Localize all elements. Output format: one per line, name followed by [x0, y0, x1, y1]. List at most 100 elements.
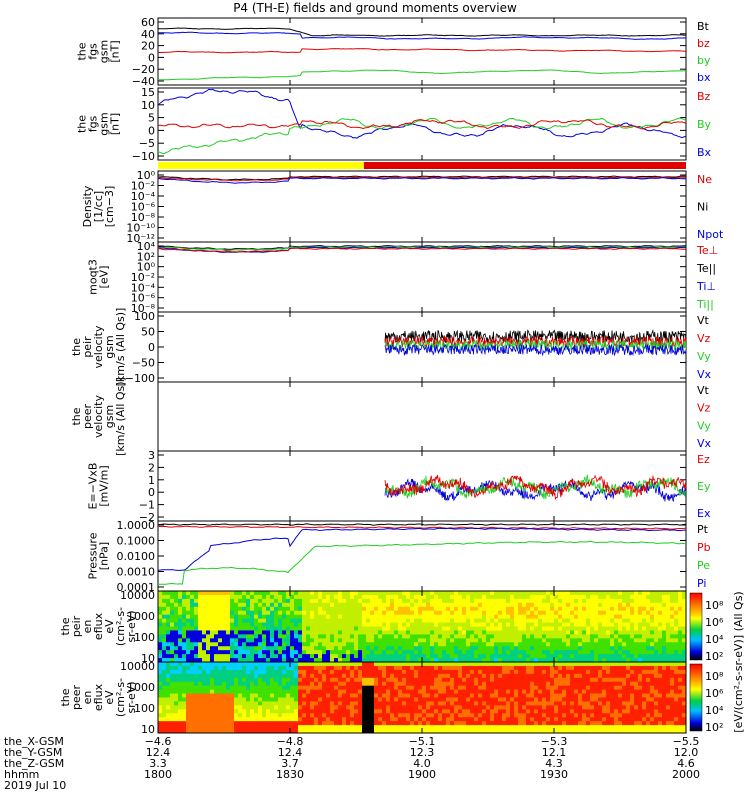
- spectrogram-cell: [518, 693, 523, 699]
- spectrogram-cell: [630, 602, 635, 608]
- spectrogram-cell: [550, 650, 555, 655]
- spectrogram-cell: [290, 598, 295, 604]
- spectrogram-cell: [174, 614, 179, 620]
- spectrogram-cell: [210, 662, 215, 667]
- spectrogram-cell: [226, 689, 231, 695]
- spectrogram-cell: [474, 622, 479, 628]
- spectrogram-cell: [326, 626, 331, 632]
- y-tick-label: 40: [141, 28, 155, 41]
- spectrogram-cell: [394, 713, 399, 718]
- spectrogram-cell: [558, 622, 563, 628]
- spectrogram-cell: [282, 598, 287, 604]
- spectrogram-cell: [450, 709, 455, 714]
- spectrogram-cell: [598, 614, 603, 620]
- spectrogram-cell: [190, 673, 195, 679]
- series-line: [158, 525, 686, 530]
- spectrogram-cell: [350, 673, 355, 679]
- spectrogram-cell: [554, 713, 559, 718]
- spectrogram-cell: [218, 598, 223, 604]
- spectrogram-cell: [198, 642, 203, 647]
- spectrogram-cell: [330, 681, 335, 687]
- spectrogram-cell: [666, 713, 671, 718]
- spectrogram-cell: [302, 626, 307, 632]
- spectrogram-cell: [650, 673, 655, 679]
- spectrogram-cell: [598, 725, 603, 730]
- spectrogram-cell: [246, 673, 251, 679]
- spectrogram-cell: [446, 685, 451, 691]
- spectrogram-cell: [290, 630, 295, 635]
- spectrogram-cell: [314, 717, 319, 722]
- spectrogram-cell: [642, 709, 647, 714]
- spectrogram-cell: [446, 662, 451, 667]
- spectrogram-cell: [630, 697, 635, 703]
- spectrogram-cell: [418, 638, 423, 643]
- spectrogram-cell: [338, 626, 343, 632]
- spectrogram-cell: [550, 598, 555, 604]
- spectrogram-cell: [226, 681, 231, 687]
- spectrogram-cell: [186, 685, 191, 691]
- spectrogram-cell: [430, 681, 435, 687]
- spectrogram-cell: [602, 709, 607, 714]
- spectrogram-cell: [346, 677, 351, 683]
- spectrogram-cell: [422, 693, 427, 699]
- spectrogram-cell: [654, 685, 659, 691]
- spectrogram-cell: [250, 701, 255, 706]
- spectrogram-cell: [270, 591, 275, 596]
- spectrogram-cell: [366, 677, 371, 683]
- spectrogram-cell: [262, 693, 267, 699]
- spectrogram-cell: [650, 662, 655, 667]
- spectrogram-cell: [478, 614, 483, 620]
- spectrogram-cell: [426, 693, 431, 699]
- spectrogram-cell: [162, 606, 167, 612]
- spectrogram-cell: [574, 717, 579, 722]
- spectrogram-cell: [266, 638, 271, 643]
- spectrogram-cell: [282, 689, 287, 695]
- spectrogram-cell: [358, 721, 363, 726]
- spectrogram-cell: [190, 677, 195, 683]
- spectrogram-cell: [442, 685, 447, 691]
- spectrogram-cell: [486, 634, 491, 639]
- spectrogram-cell: [622, 591, 627, 596]
- spectrogram-cell: [294, 681, 299, 687]
- spectrogram-cell: [326, 673, 331, 679]
- spectrogram-cell: [310, 654, 315, 659]
- spectrogram-cell: [170, 693, 175, 699]
- spectrogram-cell: [586, 630, 591, 635]
- spectrogram-cell: [274, 673, 279, 679]
- spectrogram-cell: [406, 654, 411, 659]
- spectrogram-cell: [302, 658, 307, 662]
- spectrogram-cell: [450, 669, 455, 675]
- spectrogram-cell: [566, 717, 571, 722]
- spectrogram-cell: [426, 685, 431, 691]
- spectrogram-cell: [602, 598, 607, 604]
- spectrogram-cell: [162, 646, 167, 651]
- spectrogram-cell: [626, 646, 631, 651]
- spectrogram-cell: [174, 658, 179, 662]
- spectrogram-cell: [590, 634, 595, 639]
- spectrogram-cell: [354, 650, 359, 655]
- spectrogram-cell: [170, 646, 175, 651]
- spectrogram-cell: [250, 630, 255, 635]
- spectrogram-cell: [434, 713, 439, 718]
- spectrogram-cell: [190, 638, 195, 643]
- spectrogram-cell: [166, 610, 171, 616]
- spectrogram-cell: [418, 665, 423, 671]
- spectrogram-cell: [178, 654, 183, 659]
- spectrogram-cell: [570, 717, 575, 722]
- spectrogram-cell: [166, 705, 171, 710]
- spectrogram-cell: [370, 602, 375, 608]
- spectrogram-cell: [322, 638, 327, 643]
- spectrogram-cell: [306, 610, 311, 616]
- spectrogram-cell: [478, 673, 483, 679]
- spectrogram-cell: [622, 713, 627, 718]
- spectrogram-cell: [362, 685, 367, 691]
- panel-data: [158, 88, 686, 155]
- spectrogram-cell: [318, 654, 323, 659]
- spectrogram-cell: [170, 610, 175, 616]
- spectrogram-cell: [270, 638, 275, 643]
- spectrogram-cell: [238, 729, 243, 733]
- spectrogram-cell: [366, 634, 371, 639]
- spectrogram-cell: [410, 610, 415, 616]
- spectrogram-cell: [374, 697, 379, 703]
- spectrogram-cell: [378, 717, 383, 722]
